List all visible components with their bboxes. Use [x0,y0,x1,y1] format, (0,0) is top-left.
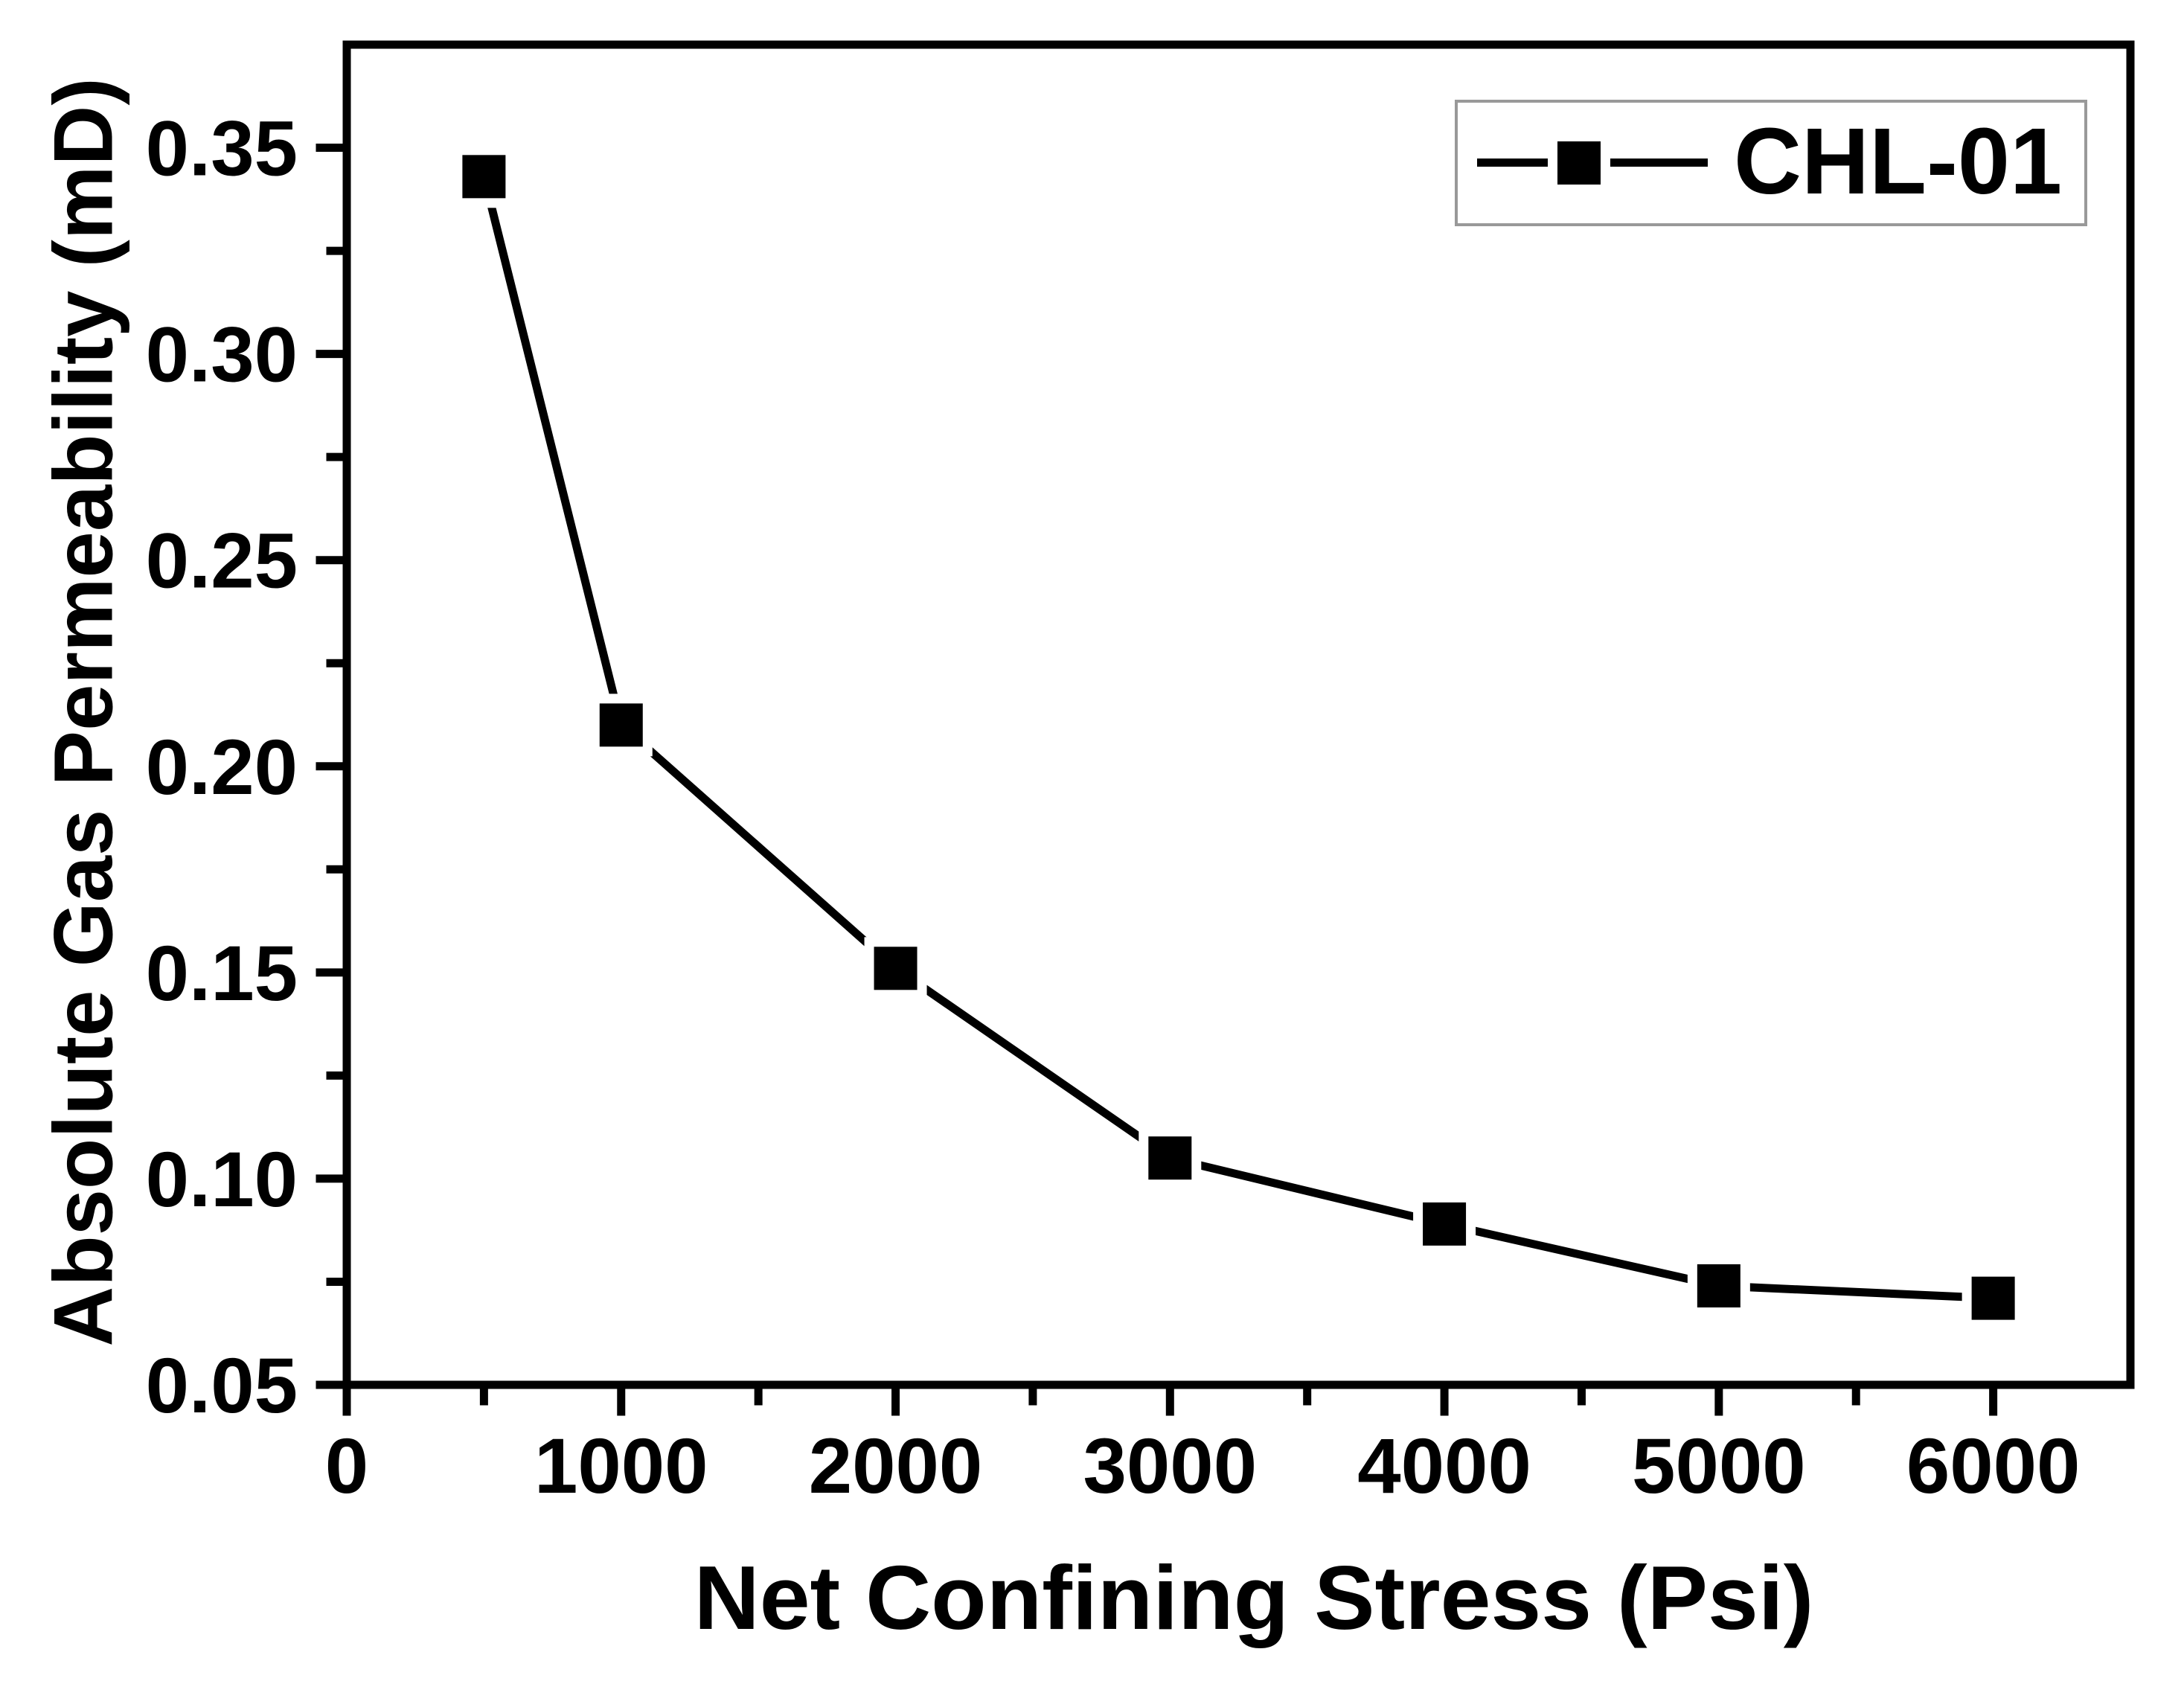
y-axis-title: Absolute Gas Permeability (mD) [36,77,130,1347]
x-tick-label: 1000 [534,1423,708,1510]
x-tick-label: 0 [325,1423,368,1510]
y-tick-label: 0.10 [146,1136,298,1223]
series-line [480,175,1994,1303]
x-tick-label: 3000 [1083,1423,1258,1510]
legend-square-marker-icon [1548,132,1610,194]
y-tick-label: 0.35 [146,106,298,193]
y-tick-label: 0.25 [146,518,298,605]
x-tick-label: 5000 [1632,1423,1806,1510]
x-tick-label: 2000 [809,1423,983,1510]
data-point-marker [1971,1276,2015,1320]
x-axis-title: Net Confining Stress (Psi) [694,1547,1814,1648]
data-point-marker [1423,1202,1467,1246]
legend-box: CHL-01 [1455,100,2087,226]
y-tick-label: 0.15 [146,930,298,1017]
plot-frame [342,40,2135,1389]
data-point-marker [874,947,918,990]
data-point-marker [1697,1264,1741,1308]
y-tick-label: 0.30 [146,312,298,399]
legend-label: CHL-01 [1734,109,2063,214]
data-point-marker [462,155,506,199]
y-tick-label: 0.05 [146,1342,298,1429]
y-tick-label: 0.20 [146,724,298,811]
data-point-marker [1148,1136,1192,1180]
data-point-marker [599,703,643,747]
x-tick-label: 6000 [1906,1423,2081,1510]
x-tick-label: 4000 [1357,1423,1531,1510]
